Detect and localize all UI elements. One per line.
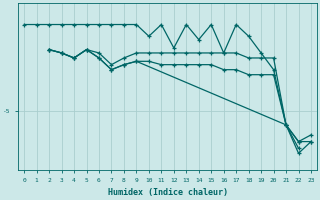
X-axis label: Humidex (Indice chaleur): Humidex (Indice chaleur)	[108, 188, 228, 197]
